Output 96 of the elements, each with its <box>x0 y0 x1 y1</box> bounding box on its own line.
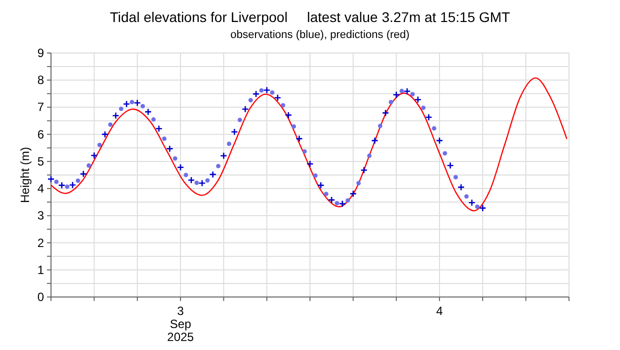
point <box>144 108 152 116</box>
point <box>209 170 217 178</box>
point <box>101 130 109 138</box>
point <box>259 88 264 93</box>
point <box>226 142 232 146</box>
point <box>118 106 124 112</box>
point <box>184 172 188 178</box>
point <box>112 112 120 120</box>
point <box>328 196 336 204</box>
point <box>392 91 400 98</box>
point <box>188 176 195 184</box>
point <box>350 190 357 198</box>
point <box>306 160 314 168</box>
point <box>317 182 324 189</box>
point <box>220 152 228 160</box>
point <box>216 164 220 168</box>
point <box>446 162 454 170</box>
y-tick-label: 9 <box>37 46 44 60</box>
point <box>151 117 156 122</box>
point <box>302 149 307 154</box>
y-tick-label: 6 <box>37 127 44 142</box>
point <box>274 94 282 102</box>
point <box>176 164 184 172</box>
x-tick-label: 3 Sep 2025 <box>167 304 194 344</box>
point <box>382 109 390 117</box>
point <box>194 180 199 186</box>
y-tick-label: 2 <box>37 236 44 250</box>
y-tick-label: 8 <box>37 73 44 88</box>
chart-subtitle: observations (blue), predictions (red) <box>230 29 410 41</box>
point <box>252 90 260 98</box>
point <box>86 163 91 168</box>
chart-title: Tidal elevations for Liverpool latest value 3.27m at 15:15 GMT <box>110 9 511 25</box>
point <box>296 135 303 142</box>
point <box>108 122 113 127</box>
point <box>205 178 210 183</box>
point <box>90 152 98 160</box>
point <box>346 198 350 203</box>
point <box>230 128 238 136</box>
point <box>421 106 426 110</box>
point <box>367 154 372 158</box>
point <box>280 103 286 108</box>
point <box>313 173 318 178</box>
point <box>378 124 382 128</box>
point <box>334 200 340 206</box>
point <box>360 166 368 174</box>
point <box>388 100 394 104</box>
point <box>442 151 448 156</box>
point <box>198 179 206 187</box>
point <box>453 174 458 180</box>
point <box>479 204 486 212</box>
y-tick-label: 5 <box>37 154 44 168</box>
point <box>425 114 432 121</box>
point <box>54 180 59 184</box>
point <box>410 92 415 96</box>
point <box>324 192 328 196</box>
point <box>464 194 469 199</box>
point <box>263 86 270 94</box>
y-tick-label: 3 <box>37 208 44 223</box>
point <box>436 136 444 144</box>
y-tick-label: 7 <box>37 100 44 114</box>
point <box>64 184 70 189</box>
point <box>432 126 436 131</box>
point <box>356 180 361 186</box>
point <box>76 178 80 183</box>
line-series <box>50 77 568 212</box>
point <box>457 184 465 191</box>
point <box>140 104 145 108</box>
point <box>242 105 249 113</box>
point <box>134 99 141 107</box>
point <box>58 182 66 189</box>
point <box>122 100 130 108</box>
point <box>468 199 476 206</box>
point <box>371 136 378 144</box>
point <box>166 145 174 152</box>
point <box>68 181 76 189</box>
point <box>172 156 178 161</box>
point <box>338 200 346 208</box>
point <box>400 88 404 94</box>
point <box>162 136 167 141</box>
y-tick-label: 1 <box>37 262 44 277</box>
point <box>155 124 163 132</box>
point <box>130 100 134 104</box>
point <box>47 175 55 183</box>
y-axis-title: Height (m) <box>18 146 32 204</box>
point <box>403 88 411 95</box>
point <box>475 204 480 209</box>
point <box>238 118 242 122</box>
point <box>414 96 422 104</box>
point <box>80 170 88 178</box>
y-tick-label: 0 <box>37 290 44 304</box>
point <box>292 124 296 129</box>
point <box>270 90 274 95</box>
point <box>284 111 292 119</box>
y-tick-label: 4 <box>37 182 44 196</box>
point <box>248 98 253 102</box>
point <box>97 142 102 148</box>
